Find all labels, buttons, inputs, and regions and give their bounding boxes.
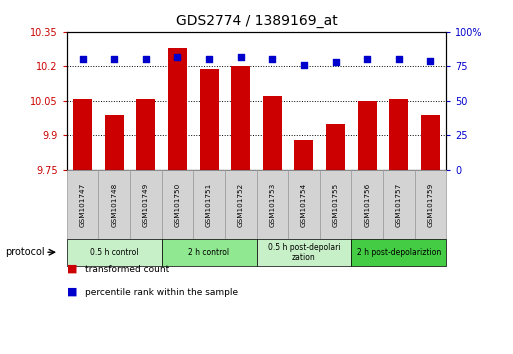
Text: ■: ■ xyxy=(67,264,77,274)
Text: 2 h control: 2 h control xyxy=(188,248,230,257)
Bar xyxy=(421,115,440,170)
Bar xyxy=(294,140,313,170)
Text: transformed count: transformed count xyxy=(85,264,169,274)
Point xyxy=(110,57,118,62)
Text: percentile rank within the sample: percentile rank within the sample xyxy=(85,287,238,297)
Text: GSM101751: GSM101751 xyxy=(206,182,212,227)
Bar xyxy=(263,96,282,170)
Bar xyxy=(231,67,250,170)
Bar xyxy=(73,99,92,170)
Text: GSM101754: GSM101754 xyxy=(301,182,307,227)
Point xyxy=(236,54,245,59)
Text: protocol: protocol xyxy=(5,247,45,257)
Text: ■: ■ xyxy=(67,287,77,297)
Text: GSM101753: GSM101753 xyxy=(269,182,275,227)
Text: 0.5 h post-depolari
zation: 0.5 h post-depolari zation xyxy=(268,242,340,262)
Point xyxy=(142,57,150,62)
Bar xyxy=(389,99,408,170)
Point xyxy=(300,62,308,68)
Point xyxy=(78,57,87,62)
Text: 0.5 h control: 0.5 h control xyxy=(90,248,139,257)
Point xyxy=(173,54,182,59)
Text: GDS2774 / 1389169_at: GDS2774 / 1389169_at xyxy=(175,14,338,28)
Bar xyxy=(358,101,377,170)
Bar xyxy=(136,99,155,170)
Point xyxy=(363,57,371,62)
Point xyxy=(205,57,213,62)
Bar xyxy=(105,115,124,170)
Bar xyxy=(326,124,345,170)
Text: GSM101747: GSM101747 xyxy=(80,182,86,227)
Text: GSM101749: GSM101749 xyxy=(143,182,149,227)
Text: GSM101748: GSM101748 xyxy=(111,182,117,227)
Text: GSM101752: GSM101752 xyxy=(238,182,244,227)
Point xyxy=(331,59,340,65)
Bar xyxy=(168,48,187,170)
Bar xyxy=(200,69,219,170)
Point xyxy=(426,58,435,64)
Text: GSM101755: GSM101755 xyxy=(332,182,339,227)
Text: GSM101750: GSM101750 xyxy=(174,182,181,227)
Text: GSM101759: GSM101759 xyxy=(427,182,433,227)
Point xyxy=(394,57,403,62)
Point xyxy=(268,57,277,62)
Text: GSM101757: GSM101757 xyxy=(396,182,402,227)
Text: 2 h post-depolariztion: 2 h post-depolariztion xyxy=(357,248,441,257)
Text: GSM101756: GSM101756 xyxy=(364,182,370,227)
